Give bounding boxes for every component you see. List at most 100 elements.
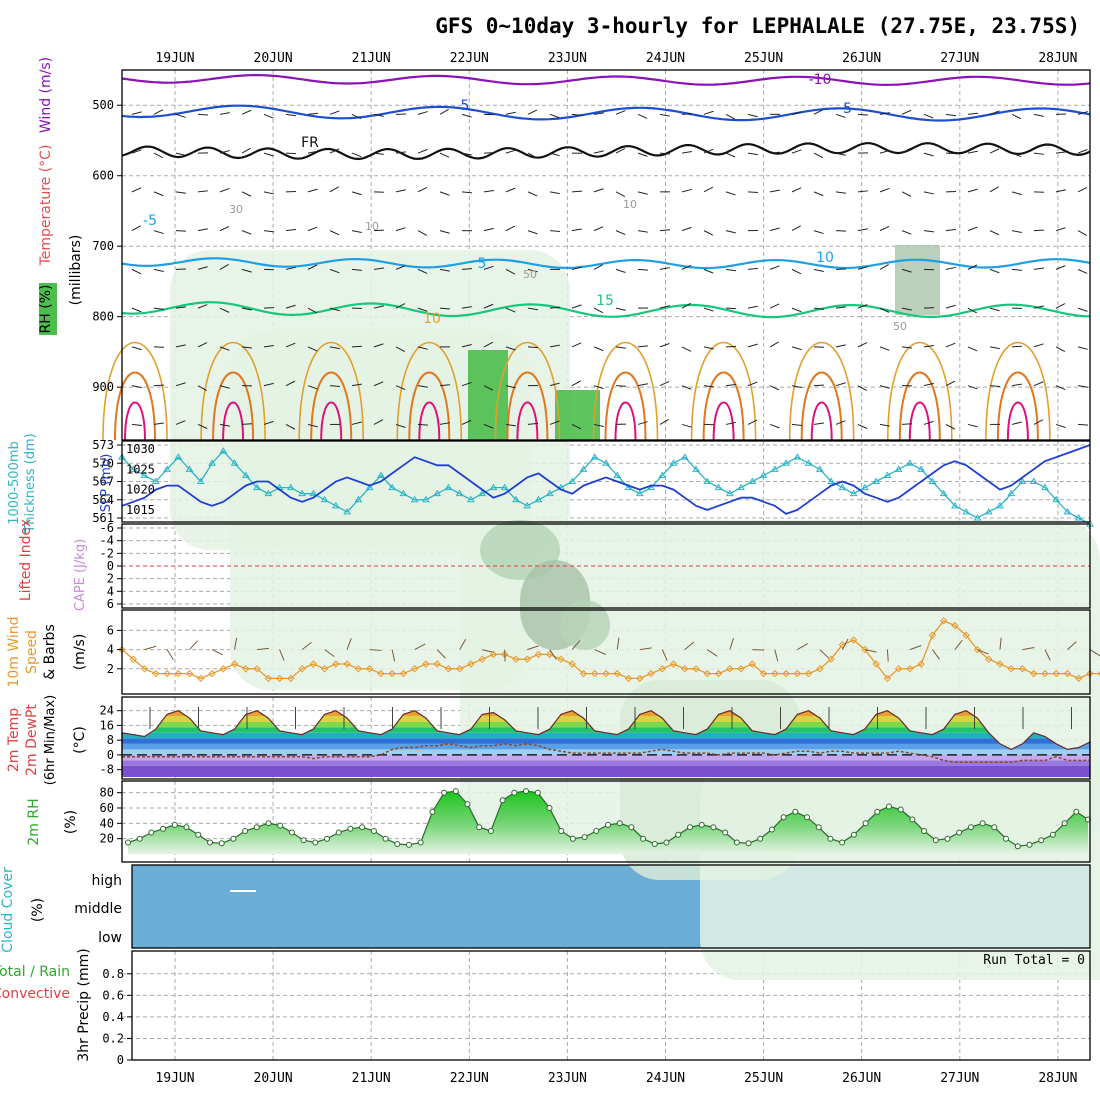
- wind-barb: [461, 381, 472, 387]
- temp-axis-label: (°C): [72, 726, 88, 754]
- rh-point: [534, 789, 541, 796]
- contour-label: 10: [623, 198, 637, 211]
- top-date-label: 21JUN: [352, 51, 391, 66]
- wind-speed-point: [377, 669, 385, 678]
- rh-point: [967, 824, 974, 831]
- y-tick-label: 80: [100, 786, 114, 800]
- wind-barb: [351, 383, 362, 387]
- wind-barb: [373, 229, 385, 232]
- wind-barb: [1011, 268, 1022, 271]
- wind-barb: [549, 113, 560, 119]
- wind-barb-10m: [886, 649, 889, 662]
- rh-point: [230, 835, 237, 842]
- wind-barb: [1077, 230, 1087, 236]
- rh-point: [406, 841, 412, 848]
- wind-barb-10m: [594, 649, 606, 655]
- wind-barb: [1033, 152, 1044, 155]
- rh-point: [347, 825, 354, 832]
- wind-speed-point: [827, 655, 835, 663]
- bottom-date-label: 27JUN: [940, 1071, 979, 1086]
- wind-barb: [263, 113, 274, 119]
- wind-barb-10m: [189, 640, 198, 650]
- wind-barb: [483, 341, 494, 348]
- rh-point: [862, 820, 869, 827]
- wind-barb: [175, 230, 187, 232]
- chart-title: GFS 0~10day 3-hourly for LEPHALALE (27.7…: [435, 14, 1080, 38]
- wind-barb: [373, 343, 384, 348]
- wind-barb: [131, 225, 141, 232]
- wind-barb: [395, 151, 406, 154]
- wind-speed-point: [658, 665, 666, 673]
- wind-barb: [439, 422, 450, 425]
- thickness-point: [635, 489, 644, 497]
- bottom-date-label: 28JUN: [1038, 1071, 1077, 1086]
- wind-barb: [549, 344, 560, 348]
- wind-barb: [285, 423, 296, 430]
- wind-barb: [967, 226, 978, 232]
- wind-barb: [175, 306, 186, 309]
- wind-barb: [175, 152, 186, 156]
- wind-barb: [417, 111, 428, 115]
- wind-barb: [417, 385, 428, 388]
- wind-barb: [989, 385, 1001, 388]
- wind-barb-10m: [166, 649, 174, 661]
- wind-barb: [549, 191, 560, 195]
- wind-speed-point: [883, 674, 892, 683]
- axis-labels: 19JUN 19JUN 20JUN 20JUN 21JUN 21JUN 22JUN 22JUN…: [0, 51, 1085, 1086]
- wind-barb: [967, 188, 978, 193]
- wind-barb: [351, 230, 362, 234]
- wind-barb: [923, 113, 934, 119]
- wind-barb-10m: [661, 649, 668, 661]
- wind-barb: [637, 345, 648, 348]
- rh-point: [944, 835, 951, 842]
- wind-barb-10m: [346, 638, 352, 650]
- contour-label: FR: [301, 135, 319, 151]
- wind-speed-point: [973, 645, 982, 654]
- wind-barb: [637, 191, 648, 195]
- wind-barb-10m: [459, 638, 467, 650]
- wind-speed-point: [816, 665, 824, 673]
- wind-barb: [1011, 383, 1022, 387]
- wind-barb: [593, 346, 604, 352]
- wind-speed-point: [208, 669, 216, 678]
- wind-barb: [549, 382, 560, 387]
- wind-barb: [461, 306, 472, 309]
- temp-contour-5: [121, 257, 1091, 270]
- wind-barb: [967, 346, 978, 352]
- y-tick-label: 0.4: [102, 1010, 124, 1024]
- wind-barb: [1011, 230, 1022, 234]
- contour-label: 10: [816, 250, 834, 266]
- y-tick-label: 600: [92, 169, 114, 183]
- rh2m-axis-label: 2m RH: [26, 798, 42, 845]
- wind-barb: [439, 307, 451, 310]
- temp-contour-15: [494, 341, 561, 441]
- wind10m-axis-label: & Barbs: [42, 624, 58, 680]
- y-tick-label: 800: [92, 310, 114, 324]
- rh-shade-high: [468, 350, 508, 440]
- wind-barb: [571, 190, 583, 193]
- wind-speed-point: [692, 665, 700, 673]
- wind-barb: [1033, 113, 1044, 117]
- wind-barb-10m: [527, 645, 539, 651]
- wind-barb: [637, 113, 648, 119]
- wind-barb: [967, 112, 978, 115]
- temp-contour-20: [408, 371, 451, 441]
- thickness-point: [590, 453, 599, 460]
- wind-barb: [219, 307, 230, 313]
- wind-barb: [681, 385, 692, 390]
- rh-point: [394, 841, 401, 847]
- wind-barb: [241, 307, 252, 311]
- wind-barb: [967, 385, 978, 390]
- wind-barb-10m: [279, 649, 285, 661]
- temp-contour-15: [200, 341, 266, 441]
- wind-barb: [747, 267, 758, 270]
- thickness-point: [962, 507, 971, 515]
- thickness-point: [1052, 495, 1061, 503]
- wind-barb: [681, 113, 693, 115]
- wind-speed-point: [984, 655, 993, 663]
- wind-barb: [197, 113, 209, 116]
- wind-barb: [659, 380, 670, 387]
- wind-speed-point: [478, 655, 486, 663]
- thickness-point: [1007, 489, 1016, 497]
